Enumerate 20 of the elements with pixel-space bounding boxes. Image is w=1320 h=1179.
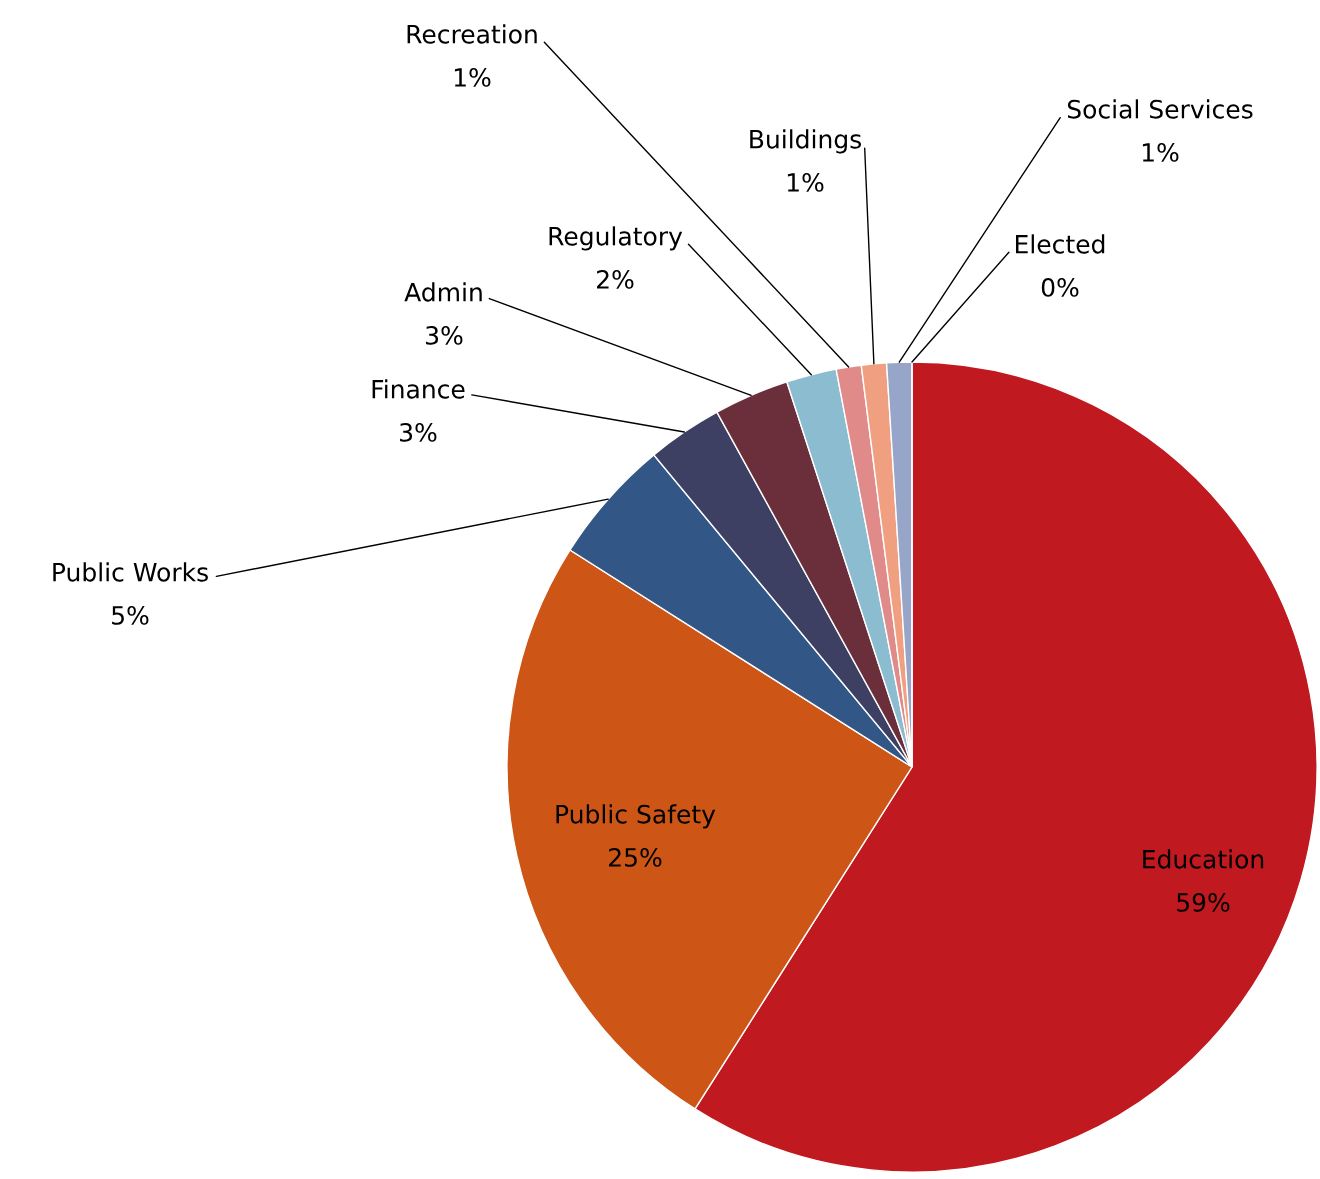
slice-label: Finance (372, 379, 465, 399)
data-label: 3% (426, 325, 463, 345)
data-label: 1% (787, 172, 824, 192)
data-label: 1% (454, 67, 491, 87)
text: 0% (1041, 277, 1079, 297)
slice-label: Admin (404, 282, 482, 302)
data-label: 59% (1177, 892, 1230, 912)
data-label: 2% (597, 269, 634, 289)
slice-label: Social Services (1067, 99, 1253, 119)
data-label: 1% (1142, 142, 1179, 162)
slice-label: Recreation (407, 24, 537, 44)
slice-label: Education (1143, 849, 1264, 869)
data-label: 3% (400, 422, 437, 442)
slice-label: Buildings (750, 129, 861, 154)
data-label: 25% (609, 847, 662, 867)
category-label: Elected (1015, 234, 1105, 254)
slice-label: Public Works (53, 562, 208, 582)
slice-label: Public Safety (556, 804, 716, 829)
data-label: 5% (112, 605, 149, 625)
slice-label: Regulatory (549, 226, 683, 251)
